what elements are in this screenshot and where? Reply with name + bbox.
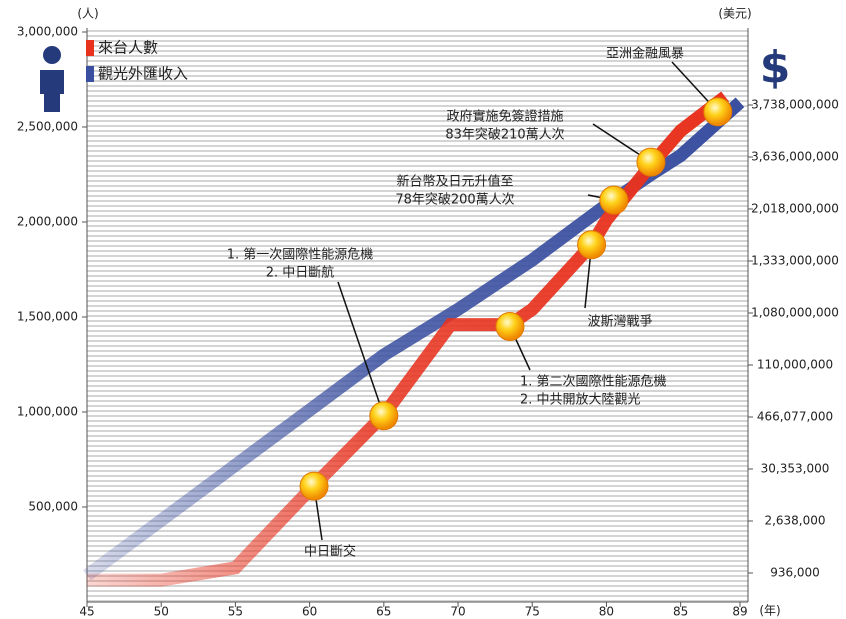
event-marker [636,147,666,177]
y2-tick-label: 30,353,000 [761,462,830,476]
annotation: 1. 第二次國際性能源危機 [520,374,667,390]
x-tick-label: 85 [673,605,688,619]
event-marker [369,401,399,431]
x-tick-label: 75 [525,605,540,619]
annotation: 2. 中共開放大陸觀光 [520,392,641,408]
annotation: 政府實施免簽證措施 [446,109,563,125]
y2-tick-label: 3,738,000,000 [751,98,839,112]
x-tick-label: 45 [79,605,94,619]
y2-tick-label: 466,077,000 [757,410,833,424]
y2-tick-label: 2,018,000,000 [751,202,839,216]
annotation: 1. 第一次國際性能源危機 [227,247,374,263]
y2-tick-label: 936,000 [770,566,820,580]
y-tick-label: 500,000 [28,500,78,514]
annotation: 83年突破210萬人次 [445,127,564,143]
y-tick-label: 3,000,000 [17,25,78,39]
y2-unit: (美元) [718,7,751,21]
x-unit: (年) [759,604,780,618]
x-tick-label: 65 [376,605,391,619]
dollar-icon: $ [760,42,791,93]
y2-tick-label: 1,333,000,000 [751,254,839,268]
legend-label: 觀光外匯收入 [98,65,188,83]
y-tick-label: 1,500,000 [17,310,78,324]
annotation: 新台幣及日元升值至 [396,174,513,190]
event-marker [577,230,607,260]
y-unit: (人) [77,7,98,21]
event-marker [299,471,329,501]
event-marker [703,97,733,127]
annotation: 78年突破200萬人次 [395,192,514,208]
annotation: 2. 中日斷航 [266,265,335,281]
x-tick-label: 60 [302,605,317,619]
plot-background [87,28,748,602]
x-tick-label: 55 [228,605,243,619]
y2-tick-label: 1,080,000,000 [751,306,839,320]
annotation: 中日斷交 [304,544,356,560]
x-tick-label: 89 [732,605,747,619]
y2-tick-label: 2,638,000 [764,514,825,528]
legend-label: 來台人數 [98,39,158,57]
y-tick-label: 2,000,000 [17,215,78,229]
x-tick-label: 80 [599,605,614,619]
event-marker [599,185,629,215]
annotation: 波斯灣戰爭 [587,315,652,330]
leader-line [337,281,385,417]
y-tick-label: 1,000,000 [17,405,78,419]
person-icon [40,46,64,112]
x-tick-label: 50 [154,605,169,619]
y2-tick-label: 3,636,000,000 [751,150,839,164]
legend-swatch [86,66,94,82]
y-tick-label: 2,500,000 [17,120,78,134]
event-marker [495,312,525,341]
x-tick-label: 70 [450,605,465,619]
legend-swatch [86,40,94,56]
annotation: 亞洲金融風暴 [606,46,684,62]
y2-tick-label: 110,000,000 [757,358,833,372]
